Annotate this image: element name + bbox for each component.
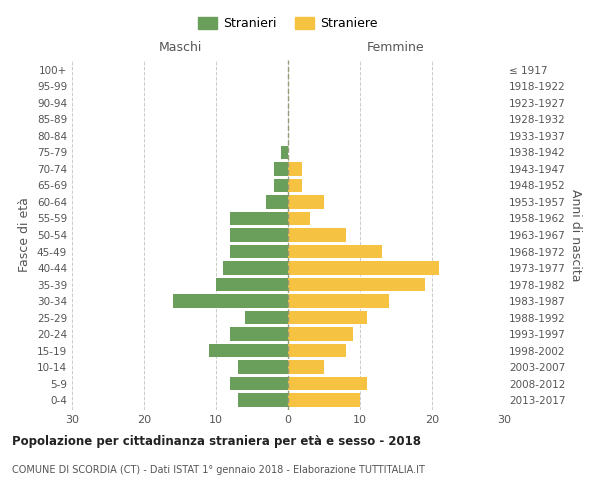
Bar [266, 196, 288, 208]
Bar [230, 328, 288, 340]
Bar [288, 394, 360, 406]
Bar [288, 278, 425, 291]
Bar [288, 294, 389, 308]
Bar [230, 228, 288, 241]
Bar [288, 228, 346, 241]
Text: Maschi: Maschi [158, 41, 202, 54]
Text: Popolazione per cittadinanza straniera per età e sesso - 2018: Popolazione per cittadinanza straniera p… [12, 435, 421, 448]
Bar [274, 179, 288, 192]
Bar [230, 212, 288, 225]
Bar [223, 262, 288, 274]
Y-axis label: Anni di nascita: Anni di nascita [569, 188, 582, 281]
Bar [238, 360, 288, 374]
Bar [288, 162, 302, 175]
Bar [288, 328, 353, 340]
Bar [281, 146, 288, 159]
Bar [230, 377, 288, 390]
Y-axis label: Fasce di età: Fasce di età [19, 198, 31, 272]
Bar [274, 162, 288, 175]
Bar [238, 394, 288, 406]
Bar [288, 377, 367, 390]
Legend: Stranieri, Straniere: Stranieri, Straniere [198, 18, 378, 30]
Text: COMUNE DI SCORDIA (CT) - Dati ISTAT 1° gennaio 2018 - Elaborazione TUTTITALIA.IT: COMUNE DI SCORDIA (CT) - Dati ISTAT 1° g… [12, 465, 425, 475]
Bar [173, 294, 288, 308]
Bar [288, 262, 439, 274]
Text: Femmine: Femmine [367, 41, 425, 54]
Bar [288, 212, 310, 225]
Bar [288, 245, 382, 258]
Bar [288, 196, 324, 208]
Bar [288, 179, 302, 192]
Bar [216, 278, 288, 291]
Bar [288, 311, 367, 324]
Bar [230, 245, 288, 258]
Bar [209, 344, 288, 357]
Bar [245, 311, 288, 324]
Bar [288, 360, 324, 374]
Bar [288, 344, 346, 357]
